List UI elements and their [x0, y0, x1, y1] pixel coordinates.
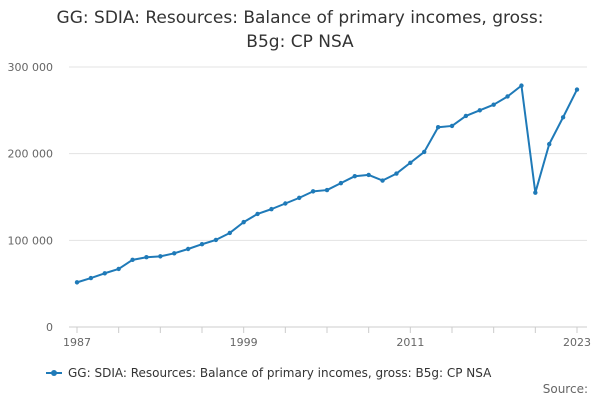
x-tick-label: 2023 [563, 336, 591, 349]
source-label: Source: [542, 382, 588, 396]
y-tick-label: 100 000 [8, 234, 54, 247]
data-point [158, 254, 163, 259]
x-tick-label: 2011 [396, 336, 424, 349]
data-point [547, 141, 552, 147]
data-point [269, 206, 274, 212]
data-point [394, 171, 399, 176]
data-point [533, 190, 538, 195]
chart-title-line-2: B5g: CP NSA [246, 32, 354, 52]
data-point [102, 271, 107, 276]
data-point [283, 201, 288, 206]
data-point [172, 251, 177, 256]
legend-label: GG: SDIA: Resources: Balance of primary … [68, 366, 492, 380]
y-axis: 0 100 000 200 000 300 000 [8, 61, 54, 334]
data-point [88, 275, 94, 281]
x-tick-label: 1999 [230, 336, 258, 349]
data-point [255, 211, 260, 217]
data-point [422, 149, 427, 155]
data-point [449, 123, 455, 129]
x-tick-label: 1987 [63, 336, 91, 349]
data-point [491, 102, 496, 107]
data-point [435, 125, 441, 130]
chart-title-line-1: GG: SDIA: Resources: Balance of primary … [56, 8, 544, 28]
data-point [185, 246, 191, 252]
data-point [505, 94, 510, 99]
data-point [227, 230, 232, 236]
data-point [366, 172, 371, 178]
data-point [477, 108, 482, 113]
data-point [144, 255, 149, 260]
chart-title: GG: SDIA: Resources: Balance of primary … [0, 6, 600, 54]
data-point [297, 195, 302, 201]
data-point [408, 160, 413, 165]
y-tick-label: 300 000 [8, 61, 54, 74]
data-point [310, 189, 316, 194]
data-point [574, 87, 580, 92]
legend-swatch [46, 370, 62, 376]
y-tick-label: 0 [46, 321, 53, 334]
data-point [241, 219, 246, 225]
data-point [74, 280, 80, 285]
series-group [74, 83, 580, 285]
data-point [338, 180, 344, 186]
data-point [116, 266, 121, 272]
data-point [199, 242, 205, 247]
x-axis: 1987 1999 2011 2023 [63, 326, 591, 349]
data-point [130, 257, 135, 263]
data-point [560, 115, 566, 120]
data-point [213, 237, 219, 243]
legend: GG: SDIA: Resources: Balance of primary … [46, 366, 491, 380]
data-point [324, 187, 330, 193]
data-point [519, 83, 524, 88]
y-tick-label: 200 000 [8, 148, 54, 161]
series-line [76, 84, 578, 284]
data-point [352, 174, 357, 179]
data-point [463, 113, 469, 119]
gridlines [69, 66, 587, 241]
data-point [380, 178, 385, 183]
